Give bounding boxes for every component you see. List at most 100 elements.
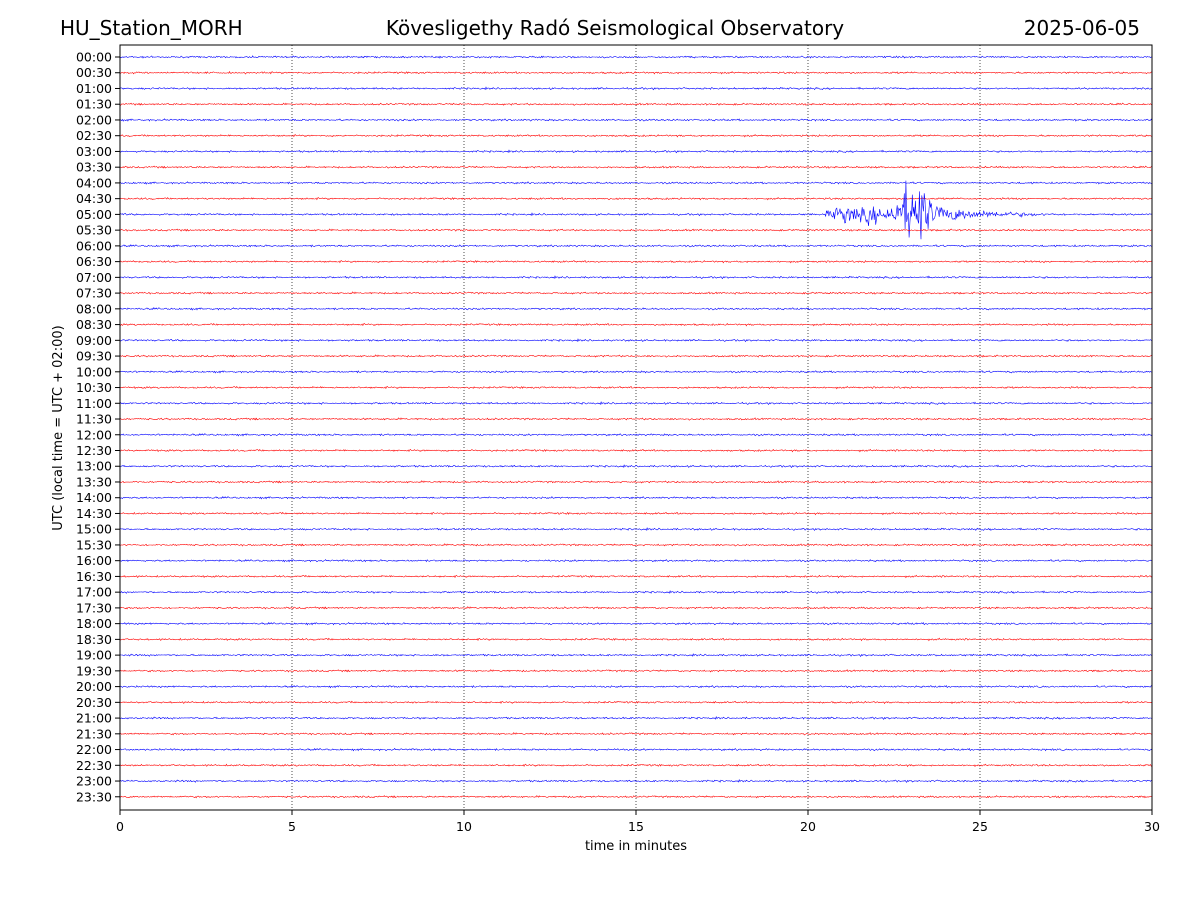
trace-0400 xyxy=(119,181,1153,185)
trace-0700 xyxy=(119,275,1153,280)
trace-2200 xyxy=(119,747,1153,752)
y-tick-label-1730: 17:30 xyxy=(76,600,112,615)
y-tick-label-0400: 04:00 xyxy=(76,175,112,190)
trace-0230 xyxy=(119,134,1152,138)
y-tick-label-2130: 21:30 xyxy=(76,726,112,741)
x-tick-label-20: 20 xyxy=(800,819,816,834)
x-tick-label-25: 25 xyxy=(972,819,988,834)
y-tick-label-1430: 14:30 xyxy=(76,506,112,521)
trace-2000 xyxy=(119,684,1153,689)
trace-1000 xyxy=(119,370,1153,374)
grid-lines xyxy=(291,45,981,810)
trace-0600 xyxy=(119,244,1153,248)
trace-0330 xyxy=(120,165,1152,169)
y-tick-label-0530: 05:30 xyxy=(76,223,112,238)
y-tick-label-0000: 00:00 xyxy=(76,50,112,65)
y-tick-label-2230: 22:30 xyxy=(76,758,112,773)
y-tick-label-2300: 23:00 xyxy=(76,774,112,789)
x-axis-ticks: 0 5 10 15 20 25 30 xyxy=(116,810,1160,834)
y-tick-label-0030: 00:30 xyxy=(76,65,112,80)
y-tick-label-1800: 18:00 xyxy=(76,616,112,631)
x-tick-label-5: 5 xyxy=(288,819,296,834)
y-tick-label-2030: 20:30 xyxy=(76,695,112,710)
y-tick-label-1100: 11:00 xyxy=(76,396,112,411)
trace-2230 xyxy=(119,763,1153,768)
y-tick-label-1930: 19:30 xyxy=(76,663,112,678)
y-tick-label-1700: 17:00 xyxy=(76,585,112,600)
trace-1830 xyxy=(119,637,1153,642)
y-tick-label-1330: 13:30 xyxy=(76,474,112,489)
y-tick-label-0330: 03:30 xyxy=(76,160,112,175)
y-tick-label-0900: 09:00 xyxy=(76,333,112,348)
y-tick-label-0600: 06:00 xyxy=(76,238,112,253)
x-tick-label-15: 15 xyxy=(628,819,644,834)
chart-date: 2025-06-05 xyxy=(1024,16,1140,40)
trace-2030 xyxy=(119,700,1153,705)
y-tick-label-1630: 16:30 xyxy=(76,569,112,584)
y-axis-label: UTC (local time = UTC + 02:00) xyxy=(51,325,66,530)
y-tick-label-0430: 04:30 xyxy=(76,191,112,206)
y-tick-label-0730: 07:30 xyxy=(76,286,112,301)
y-tick-label-1900: 19:00 xyxy=(76,648,112,663)
trace-0900 xyxy=(119,338,1153,343)
trace-1300 xyxy=(119,464,1153,469)
trace-1900 xyxy=(119,653,1153,657)
y-tick-label-1200: 12:00 xyxy=(76,427,112,442)
trace-2130 xyxy=(119,732,1152,736)
trace-0830 xyxy=(119,322,1153,327)
trace-0200 xyxy=(119,118,1153,122)
trace-1930 xyxy=(119,669,1153,673)
trace-1230 xyxy=(119,448,1153,453)
trace-0430 xyxy=(119,197,1153,201)
y-tick-label-0300: 03:00 xyxy=(76,144,112,159)
y-tick-label-1300: 13:00 xyxy=(76,459,112,474)
x-axis-label: time in minutes xyxy=(585,839,687,854)
y-tick-label-1530: 15:30 xyxy=(76,537,112,552)
trace-1030 xyxy=(120,385,1153,390)
y-tick-label-1830: 18:30 xyxy=(76,632,112,647)
y-tick-label-1400: 14:00 xyxy=(76,490,112,505)
trace-0000 xyxy=(119,55,1153,59)
trace-0130 xyxy=(119,102,1153,106)
trace-1430 xyxy=(119,511,1152,516)
y-tick-label-0800: 08:00 xyxy=(76,301,112,316)
trace-1100 xyxy=(119,401,1153,406)
y-tick-label-1600: 16:00 xyxy=(76,553,112,568)
y-tick-label-2200: 22:00 xyxy=(76,742,112,757)
y-tick-label-1130: 11:30 xyxy=(76,412,112,427)
trace-group xyxy=(119,55,1153,799)
trace-1630 xyxy=(119,574,1153,579)
y-tick-label-1500: 15:00 xyxy=(76,522,112,537)
y-tick-label-0700: 07:00 xyxy=(76,270,112,285)
trace-1530 xyxy=(119,543,1153,547)
y-tick-label-0230: 02:30 xyxy=(76,128,112,143)
trace-0530 xyxy=(119,228,1153,232)
station-name: HU_Station_MORH xyxy=(60,16,243,40)
trace-1730 xyxy=(120,606,1153,610)
y-tick-label-1030: 10:30 xyxy=(76,380,112,395)
trace-2100 xyxy=(120,715,1153,720)
trace-0500 xyxy=(119,180,1153,240)
trace-2300 xyxy=(119,778,1153,783)
trace-1130 xyxy=(119,417,1153,421)
trace-1800 xyxy=(119,621,1152,626)
trace-1700 xyxy=(119,590,1153,594)
trace-0630 xyxy=(119,260,1153,264)
x-tick-label-10: 10 xyxy=(456,819,472,834)
y-tick-label-1000: 10:00 xyxy=(76,364,112,379)
trace-1330 xyxy=(119,480,1153,484)
y-tick-label-0830: 08:30 xyxy=(76,317,112,332)
y-tick-label-2100: 21:00 xyxy=(76,711,112,726)
trace-1500 xyxy=(119,527,1153,531)
y-tick-label-0200: 02:00 xyxy=(76,112,112,127)
y-tick-label-0630: 06:30 xyxy=(76,254,112,269)
y-tick-label-0500: 05:00 xyxy=(76,207,112,222)
trace-1600 xyxy=(119,559,1153,563)
trace-0100 xyxy=(119,86,1153,91)
trace-1400 xyxy=(119,496,1153,500)
plot-frame xyxy=(119,44,1153,811)
x-tick-label-0: 0 xyxy=(116,819,124,834)
y-tick-label-0100: 01:00 xyxy=(76,81,112,96)
y-tick-label-0930: 09:30 xyxy=(76,349,112,364)
trace-0030 xyxy=(119,70,1153,75)
